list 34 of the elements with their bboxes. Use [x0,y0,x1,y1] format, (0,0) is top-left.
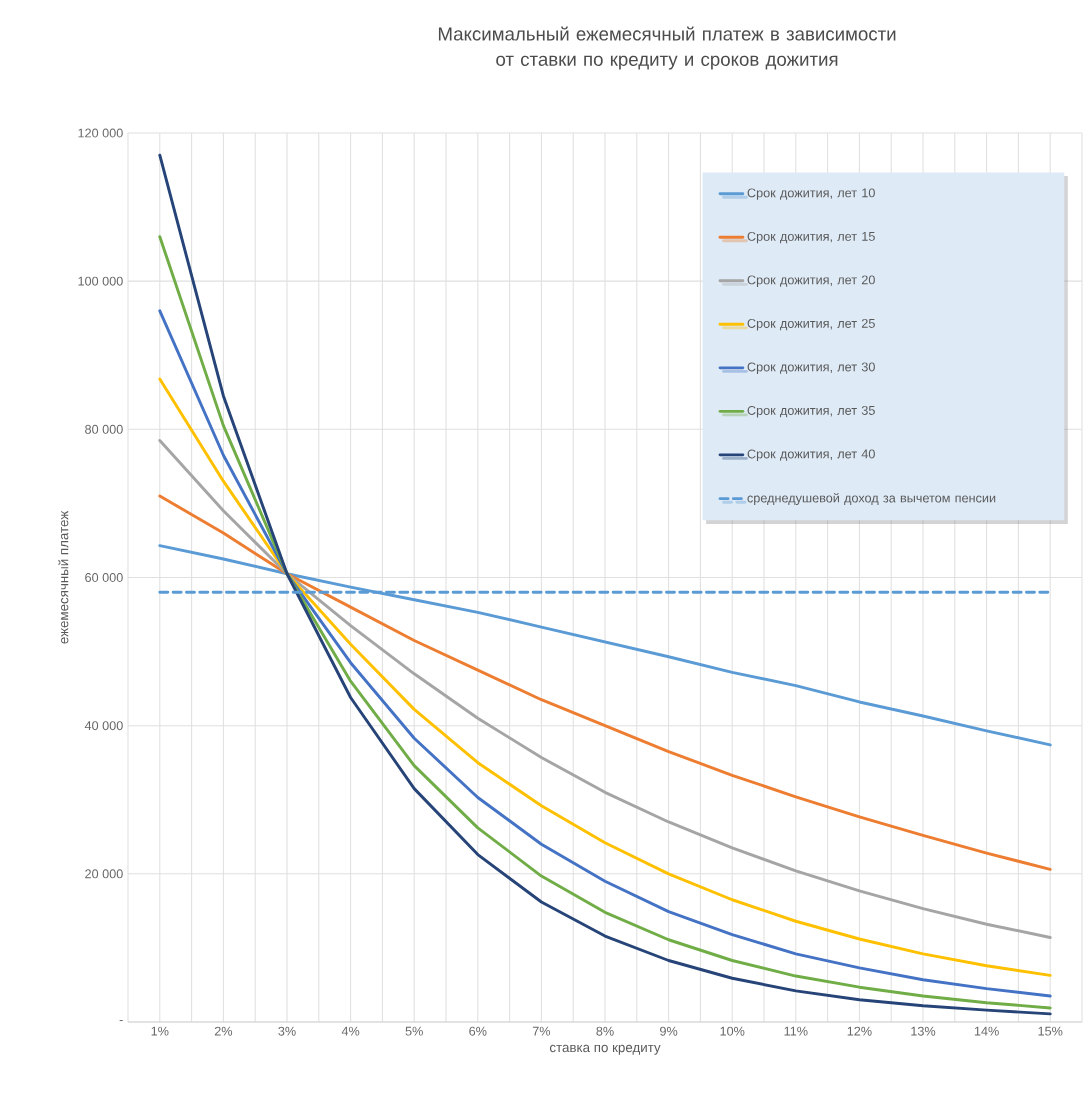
y-tick-label: 80 000 [85,424,123,434]
x-tick-label: 3% [278,1026,296,1036]
y-tick-label: 120 000 [78,128,123,138]
legend-label: Срок дожития, лет 35 [747,405,875,418]
y-tick-label: 100 000 [78,276,123,286]
x-tick-label: 13% [911,1026,936,1036]
x-tick-label: 12% [847,1026,872,1036]
x-tick-label: 9% [660,1026,678,1036]
x-tick-label: 1% [151,1026,169,1036]
legend-label: Срок дожития, лет 25 [747,318,875,331]
x-tick-label: 8% [596,1026,614,1036]
legend-label: Срок дожития, лет 40 [747,449,875,461]
y-tick-label: 40 000 [84,721,123,731]
x-tick-label: 14% [974,1026,999,1036]
y-tick-label: 60 000 [85,573,123,582]
x-tick-label: 11% [784,1026,808,1036]
x-tick-label: 5% [405,1026,423,1036]
x-tick-label: 6% [469,1026,487,1036]
x-tick-label: 2% [214,1026,233,1036]
x-tick-label: 15% [1038,1026,1063,1036]
x-tick-label: 10% [720,1026,745,1036]
legend-label: Срок дожития, лет 20 [747,275,875,287]
x-axis-title: ставка по кредиту [549,1044,661,1055]
y-axis-title: ежемесячный платеж [58,510,69,644]
legend-label: Срок дожития, лет 10 [747,188,875,200]
x-tick-label: 7% [532,1026,551,1036]
legend-label: Срок дожития, лет 30 [747,362,875,374]
chart-title: Максимальный ежемесячный платеж в зависимости от ставки по кредиту и сроков дожития [438,26,896,70]
legend-label: Срок дожития, лет 15 [747,231,875,244]
y-tick-label: - [119,1020,123,1022]
legend-label: среднедушевой доход за вычетом пенсии [747,492,996,505]
x-tick-label: 4% [341,1026,360,1036]
line-series [158,438,1052,940]
y-tick-label: 20 000 [85,869,123,879]
